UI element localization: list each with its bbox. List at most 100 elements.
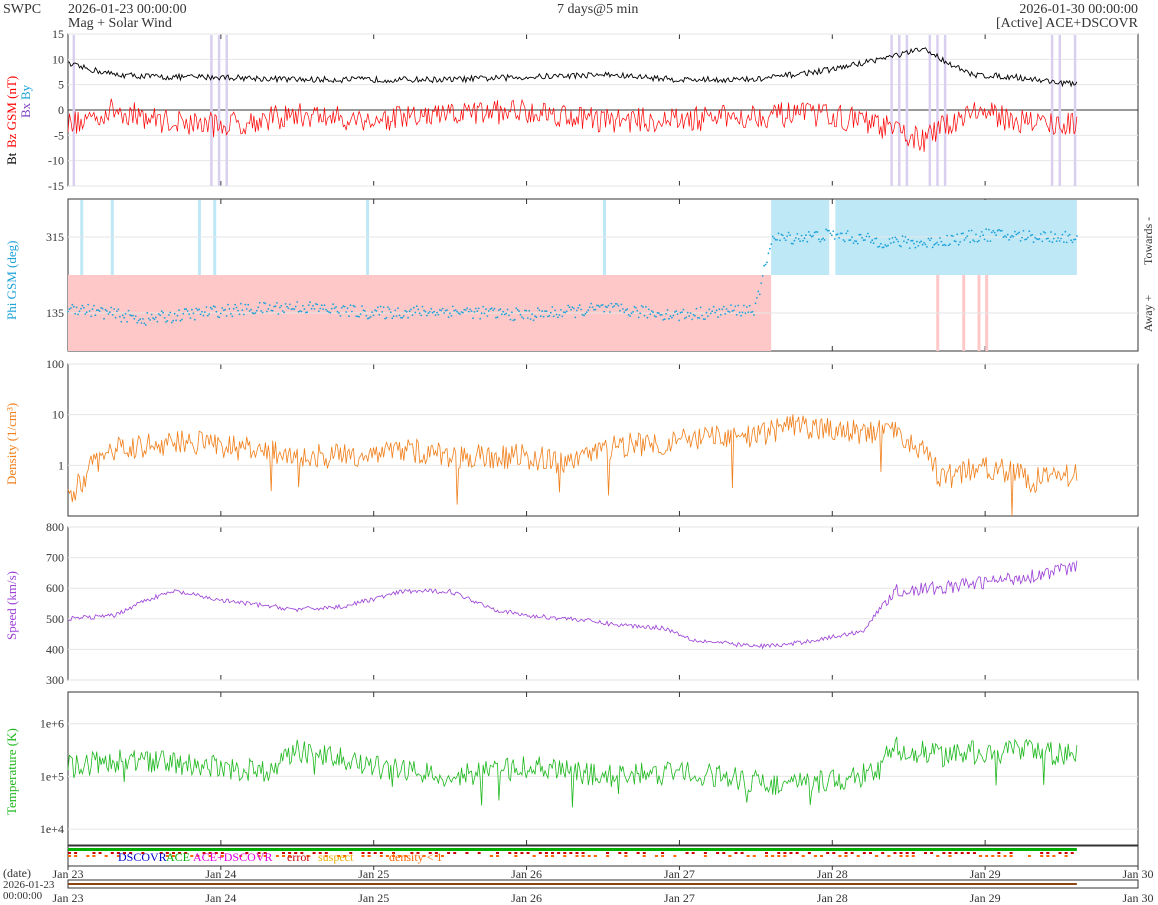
phi-point <box>387 306 389 308</box>
density-flag-mark <box>379 855 383 857</box>
phi-point <box>940 240 943 243</box>
error-flag-mark <box>740 852 744 854</box>
phi-point <box>348 315 350 318</box>
density-flag-mark <box>642 855 646 857</box>
phi-point <box>84 313 87 315</box>
x-tick-label: Jan 30 <box>1123 867 1154 881</box>
phi-point <box>624 309 627 312</box>
away-label: Away + <box>1141 294 1155 332</box>
phi-point <box>110 306 113 309</box>
phi-point <box>650 310 653 312</box>
speed-axis-label: Speed (km/s) <box>4 571 19 640</box>
density-flag-mark <box>703 855 707 857</box>
phi-point <box>956 233 959 236</box>
phi-point <box>875 237 878 240</box>
phi-point <box>72 305 75 308</box>
phi-point <box>820 238 823 241</box>
phi-point <box>849 239 852 241</box>
bz-south-shade <box>1050 35 1054 186</box>
phi-point <box>914 246 917 249</box>
phi-point <box>882 246 885 249</box>
phi-point <box>421 305 424 308</box>
phi-point <box>573 307 575 310</box>
phi-point <box>477 307 480 310</box>
phi-point <box>541 310 544 313</box>
phi-point <box>931 246 934 249</box>
phi-point <box>564 311 567 314</box>
phi-point <box>502 310 505 313</box>
error-flag-mark <box>428 852 432 854</box>
phi-point <box>895 238 898 241</box>
phi-point <box>923 241 925 244</box>
phi-point <box>263 301 265 304</box>
phi-point <box>647 308 650 311</box>
density-axis-label: Density (1/cm³) <box>4 403 19 485</box>
phi-point <box>1054 233 1057 236</box>
phi-point <box>98 310 101 312</box>
phi-point <box>415 305 418 308</box>
phi-point <box>358 315 360 318</box>
phi-point <box>169 311 172 314</box>
phi-point <box>274 305 277 308</box>
phi-point <box>989 240 992 243</box>
product-title: Mag + Solar Wind <box>68 16 172 31</box>
phi-point <box>93 304 95 307</box>
error-flag-mark <box>924 852 927 854</box>
density-flag-mark <box>844 855 848 857</box>
phi-point <box>658 312 660 315</box>
legend-entry: error <box>287 850 310 864</box>
phi-point <box>626 308 629 311</box>
phi-point <box>260 310 262 312</box>
error-flag-mark <box>544 852 548 854</box>
error-flag-mark <box>312 852 316 854</box>
phi-axis-label: Phi GSM (deg) <box>4 241 19 320</box>
phi-point <box>133 317 136 320</box>
phi-point <box>924 243 927 246</box>
phi-point <box>695 307 698 310</box>
phi-point <box>871 239 874 242</box>
phi-point <box>251 312 254 314</box>
phi-point <box>248 310 251 312</box>
phi-point <box>822 237 825 240</box>
error-flag-mark <box>300 852 304 854</box>
phi-point <box>539 315 542 318</box>
phi-point <box>159 314 162 317</box>
start-time: 2026-01-23 00:00:00 <box>68 2 187 17</box>
phi-point <box>294 305 297 308</box>
bz-south-shade <box>72 35 76 186</box>
phi-point <box>728 311 731 313</box>
phi-point <box>953 240 956 242</box>
phi-point <box>619 309 621 312</box>
phi-point <box>869 241 872 244</box>
phi-point <box>509 318 512 321</box>
phi-point <box>962 232 964 235</box>
phi-point <box>136 321 139 324</box>
phi-point <box>247 303 250 306</box>
phi-point <box>332 303 335 306</box>
phi-point <box>185 308 188 310</box>
error-flag-mark <box>997 852 1001 854</box>
phi-point <box>87 303 90 306</box>
phi-point <box>170 321 173 324</box>
density-flag-mark <box>948 855 952 857</box>
phi-point <box>1025 238 1028 241</box>
phi-point <box>306 311 309 314</box>
phi-point <box>911 239 914 242</box>
density-flag-mark <box>220 855 224 857</box>
phi-point <box>235 306 238 309</box>
phi-point <box>137 319 140 322</box>
phi-point <box>475 307 477 310</box>
phi-point <box>1068 233 1071 236</box>
phi-point <box>117 308 120 311</box>
phi-point <box>829 232 832 235</box>
error-flag-mark <box>123 852 127 854</box>
phi-point <box>1014 230 1016 233</box>
phi-point <box>410 308 412 311</box>
phi-point <box>362 309 365 312</box>
phi-point <box>675 310 678 312</box>
phi-point <box>142 318 144 320</box>
phi-point <box>160 310 163 312</box>
phi-point <box>913 242 915 245</box>
density-flag-mark <box>813 855 817 857</box>
phi-point <box>786 235 789 238</box>
